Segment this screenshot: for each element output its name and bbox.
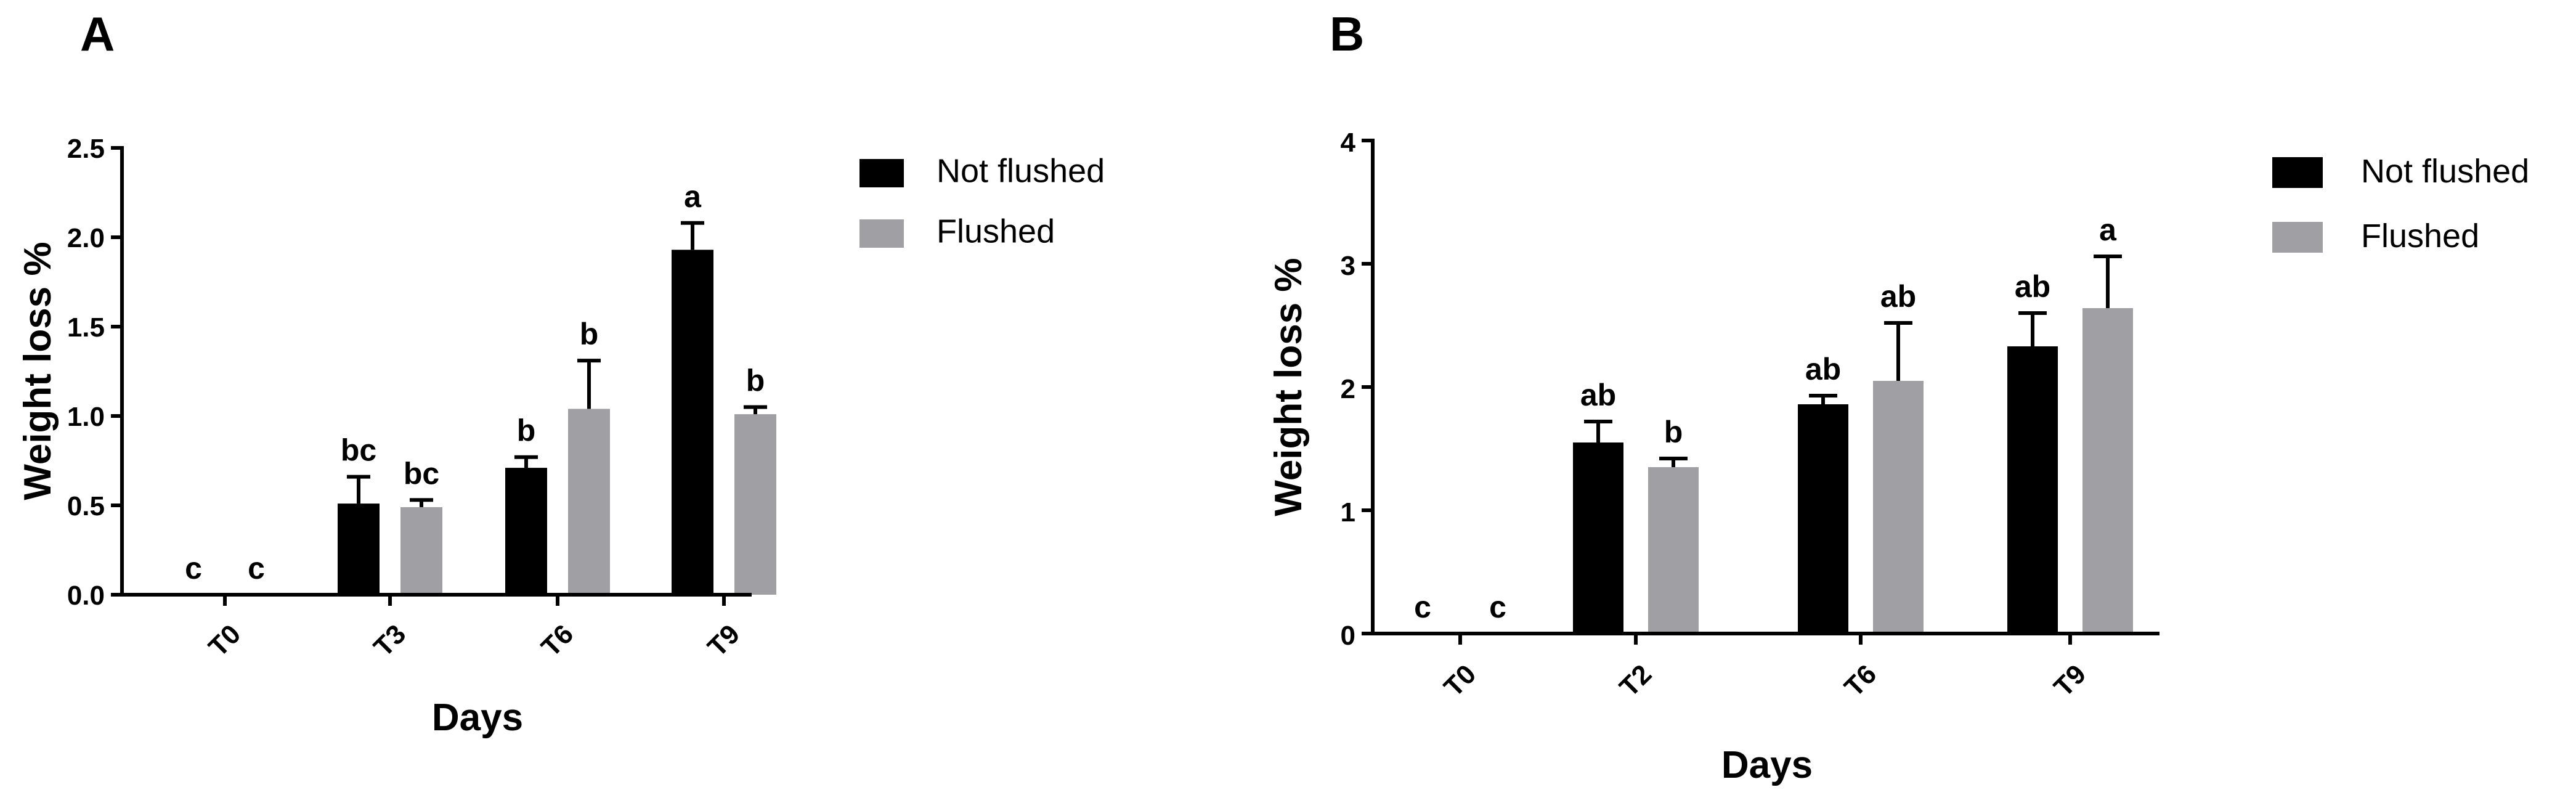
panel-a-bar-t3-s1 bbox=[400, 507, 442, 595]
panel-b-bar-t2-s0 bbox=[1573, 442, 1623, 634]
panel-a-sig-letter-t6-s1: b bbox=[580, 317, 599, 351]
panel-a-bar-t9-s0 bbox=[672, 250, 713, 595]
panel-b-sig-letter-t6-s1: ab bbox=[1880, 279, 1916, 314]
panel-b-legend-swatch-1 bbox=[2272, 222, 2323, 253]
panel-b-bar-t6-s1 bbox=[1873, 381, 1924, 634]
panel-a-legend-label-1: Flushed bbox=[937, 213, 1055, 250]
panel-b-sig-letter-t6-s0: ab bbox=[1805, 352, 1841, 386]
chart-panel-b: c ab ab ab c b ab a 0 1 2 3 4 T0 T2 T6 T9 Days Weight loss… bbox=[1267, 128, 2529, 786]
panel-a-legend-swatch-1 bbox=[859, 219, 904, 248]
panel-a-legend-swatch-0 bbox=[859, 159, 904, 187]
panel-b-sig-letter-t0-s1: c bbox=[1489, 590, 1506, 624]
panel-a-sig-letter-t9-s0: a bbox=[684, 179, 702, 214]
panel-a-x-tick-label-t9: T9 bbox=[702, 619, 746, 662]
panel-b-y-tick-label-1: 1 bbox=[1341, 497, 1355, 528]
panel-a-sig-letter-t9-s1: b bbox=[746, 364, 765, 398]
panel-b-sig-letter-t9-s0: ab bbox=[2015, 269, 2050, 304]
panel-b-legend-swatch-0 bbox=[2272, 157, 2323, 188]
panel-b-legend-label-1: Flushed bbox=[2361, 218, 2479, 255]
panel-a-x-tick-label-t6: T6 bbox=[535, 619, 579, 662]
panel-a-bar-t9-s1 bbox=[734, 414, 776, 595]
panel-b-x-tick-label-t6: T6 bbox=[1839, 659, 1882, 703]
panel-b-legend-label-0: Not flushed bbox=[2361, 153, 2529, 190]
panel-b-sig-letter-t9-s1: a bbox=[2099, 213, 2117, 247]
panel-a-x-tick-label-t0: T0 bbox=[203, 619, 246, 662]
panel-a-bar-t6-s1 bbox=[568, 409, 610, 595]
panel-a-sig-letter-t6-s0: b bbox=[517, 414, 536, 448]
panel-a-sig-letter-t3-s0: bc bbox=[341, 433, 376, 468]
panel-label-b: B bbox=[1330, 7, 1364, 61]
panel-a-bar-t3-s0 bbox=[338, 504, 380, 595]
panel-b-bar-t6-s0 bbox=[1798, 404, 1848, 634]
panel-a-sig-letter-t3-s1: bc bbox=[404, 456, 439, 491]
panel-a-y-tick-label-2: 1.0 bbox=[67, 402, 105, 432]
panel-b-bar-t9-s0 bbox=[2007, 346, 2058, 634]
panel-a-x-axis-title: Days bbox=[432, 696, 523, 739]
panel-a-y-tick-label-3: 1.5 bbox=[67, 312, 105, 343]
panel-b-y-tick-label-2: 2 bbox=[1341, 374, 1355, 404]
panel-b-sig-letter-t2-s1: b bbox=[1664, 415, 1683, 449]
panel-a-y-tick-label-0: 0.0 bbox=[67, 581, 105, 611]
panel-label-a: A bbox=[80, 7, 115, 61]
panel-b-sig-letter-t2-s0: ab bbox=[1580, 378, 1616, 412]
chart-panel-a: c bc b a c bc b b 0.0 0.5 1.0 1.5 2.0 2.5 T0 T3 T6 T9 Days… bbox=[17, 134, 1105, 739]
panel-a-y-axis-title: Weight loss % bbox=[17, 242, 59, 500]
panel-a-x-tick-label-t3: T3 bbox=[368, 619, 412, 662]
panel-b-y-tick-label-3: 3 bbox=[1341, 251, 1355, 281]
panel-b-x-tick-label-t0: T0 bbox=[1438, 659, 1482, 703]
panel-b-y-axis-title: Weight loss % bbox=[1267, 258, 1310, 516]
panel-a-y-tick-label-4: 2.0 bbox=[67, 223, 105, 253]
panel-b-x-axis-title: Days bbox=[1721, 744, 1813, 786]
panel-b-sig-letter-t0-s0: c bbox=[1414, 590, 1431, 624]
panel-a-sig-letter-t0-s1: c bbox=[248, 551, 265, 585]
panel-a-y-tick-label-1: 0.5 bbox=[67, 491, 105, 521]
panel-a-legend-label-0: Not flushed bbox=[937, 153, 1105, 190]
panel-b-bar-t2-s1 bbox=[1648, 467, 1699, 634]
panel-b-y-tick-label-4: 4 bbox=[1341, 128, 1356, 158]
panel-b-x-tick-label-t2: T2 bbox=[1614, 659, 1657, 703]
panel-a-y-tick-label-5: 2.5 bbox=[67, 134, 105, 164]
panel-b-y-tick-label-0: 0 bbox=[1341, 621, 1355, 651]
panel-a-bar-t6-s0 bbox=[505, 468, 547, 595]
panel-b-x-tick-label-t9: T9 bbox=[2048, 659, 2092, 703]
panel-a-sig-letter-t0-s0: c bbox=[185, 551, 202, 585]
panel-b-bar-t9-s1 bbox=[2082, 308, 2133, 634]
